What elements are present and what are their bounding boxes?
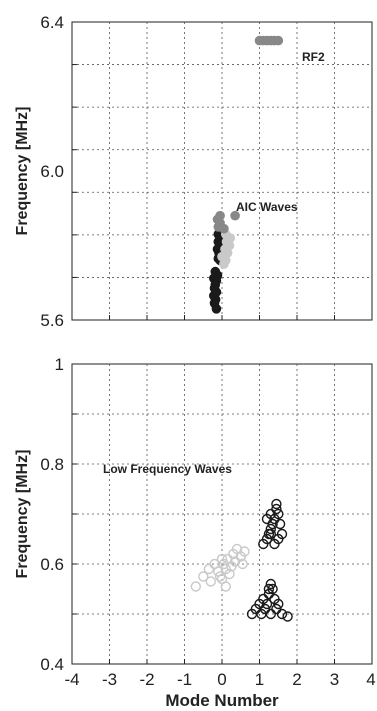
bottom-xtick-label: 4: [366, 670, 375, 689]
bottom-series-1-point: [274, 518, 286, 530]
bottom-xtick-label: 2: [292, 670, 301, 689]
bottom-xtick-label: -1: [177, 670, 192, 689]
top-grid: [71, 21, 373, 321]
top-series-2-point: [230, 210, 240, 221]
bottom-series-0-point: [214, 571, 226, 582]
bottom-xtick-label: 1: [255, 670, 264, 689]
top-marks: [209, 35, 284, 314]
bottom-series-1-point: [261, 598, 273, 610]
top-series-2-point: [273, 35, 284, 46]
bottom-marks: [190, 498, 293, 622]
bottom-series-0-point: [205, 576, 217, 587]
top-annotation: RF2: [302, 50, 325, 64]
bottom-series-0-point: [216, 553, 228, 565]
top-y-axis-label: Frequency [MHz]: [14, 107, 31, 236]
bottom-series-1-point: [265, 528, 276, 540]
top-panel: 6.4 6.0 5.6 Frequency [MHz] RF2 AIC Wave…: [14, 13, 373, 330]
top-series-2-point: [215, 210, 225, 221]
bottom-xtick-label: 0: [217, 670, 226, 689]
top-series-2-point: [219, 223, 229, 234]
bottom-xtick-label: -3: [102, 670, 117, 689]
bottom-series-1-point: [267, 583, 278, 595]
bottom-series-1-point: [282, 611, 293, 622]
bottom-series-0-point: [198, 571, 209, 582]
bottom-series-1-point: [276, 608, 288, 620]
bottom-series-0-point: [220, 581, 232, 592]
bottom-series-1-point: [265, 523, 276, 535]
bottom-annotation: Low Frequency Waves: [103, 462, 232, 476]
bottom-ytick-label: 0.4: [40, 655, 64, 674]
top-ytick-label: 6.4: [40, 13, 64, 32]
bottom-series-1-point: [273, 598, 284, 610]
bottom-ytick-label: 0.6: [40, 555, 64, 574]
bottom-xtick-label: -2: [139, 670, 154, 689]
top-ytick-label: 5.6: [40, 311, 64, 330]
bottom-ytick-label: 0.8: [40, 455, 64, 474]
bottom-series-1-point: [261, 513, 273, 525]
top-series-0-point: [210, 266, 221, 277]
bottom-series-0-point: [239, 546, 250, 557]
top-plot-frame: [71, 21, 373, 321]
bottom-ytick-label: 1: [55, 355, 64, 374]
bottom-series-1-point: [271, 498, 282, 510]
bottom-y-axis-label: Frequency [MHz]: [14, 450, 31, 579]
bottom-series-0-point: [190, 581, 202, 592]
bottom-xtick-label: -4: [64, 670, 79, 689]
bottom-series-0-point: [224, 568, 235, 580]
bottom-series-0-point: [237, 558, 248, 570]
bottom-series-1-point: [269, 538, 280, 550]
bottom-xtick-label: 3: [330, 670, 339, 689]
bottom-series-1-point: [263, 583, 275, 595]
top-ytick-label: 6.0: [40, 162, 64, 181]
bottom-series-1-point: [265, 578, 276, 590]
bottom-series-1-point: [273, 508, 284, 520]
bottom-panel: 1 0.8 0.6 0.4 -4 -3 -2 -1 0 1 2 3 4 Mode…: [14, 355, 376, 710]
bottom-x-axis-label: Mode Number: [165, 691, 279, 710]
bottom-series-1-point: [271, 503, 282, 515]
top-annotation: AIC Waves: [236, 200, 298, 214]
